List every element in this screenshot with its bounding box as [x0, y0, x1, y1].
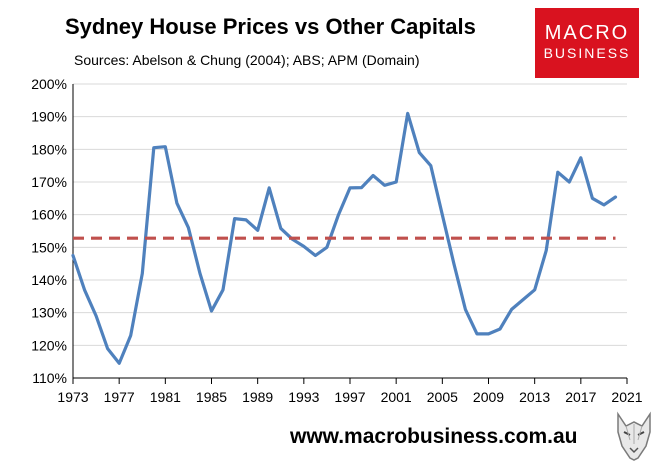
logo-line-1: MACRO — [544, 22, 630, 44]
x-tick-label: 1981 — [150, 389, 181, 405]
logo-line-2: BUSINESS — [543, 45, 631, 61]
y-tick-label: 140% — [31, 272, 67, 288]
wolf-icon — [617, 411, 651, 461]
y-tick-label: 110% — [32, 370, 67, 386]
x-tick-label: 2021 — [611, 389, 642, 405]
chart-subtitle: Sources: Abelson & Chung (2004); ABS; AP… — [74, 52, 420, 68]
x-tick-label: 1997 — [334, 389, 365, 405]
y-tick-label: 170% — [31, 174, 67, 190]
y-tick-label: 160% — [31, 207, 67, 223]
x-tick-label: 1985 — [196, 389, 227, 405]
y-tick-label: 120% — [31, 337, 67, 353]
chart-title: Sydney House Prices vs Other Capitals — [65, 14, 476, 39]
x-tick-label: 2009 — [473, 389, 504, 405]
macrobusiness-logo: MACRO BUSINESS — [535, 8, 639, 78]
x-tick-label: 2017 — [565, 389, 596, 405]
y-tick-label: 200% — [31, 76, 67, 92]
x-tick-label: 2005 — [427, 389, 458, 405]
website-url: www.macrobusiness.com.au — [290, 425, 578, 448]
y-tick-label: 190% — [31, 109, 67, 125]
x-tick-label: 1973 — [57, 389, 88, 405]
x-tick-label: 2013 — [519, 389, 550, 405]
x-tick-label: 1977 — [104, 389, 135, 405]
x-tick-label: 1989 — [242, 389, 273, 405]
y-tick-label: 180% — [31, 141, 67, 157]
price-ratio-line — [71, 111, 618, 365]
x-tick-label: 2001 — [381, 389, 412, 405]
y-tick-label: 130% — [31, 305, 67, 321]
y-tick-label: 150% — [31, 239, 67, 255]
x-tick-label: 1993 — [288, 389, 319, 405]
